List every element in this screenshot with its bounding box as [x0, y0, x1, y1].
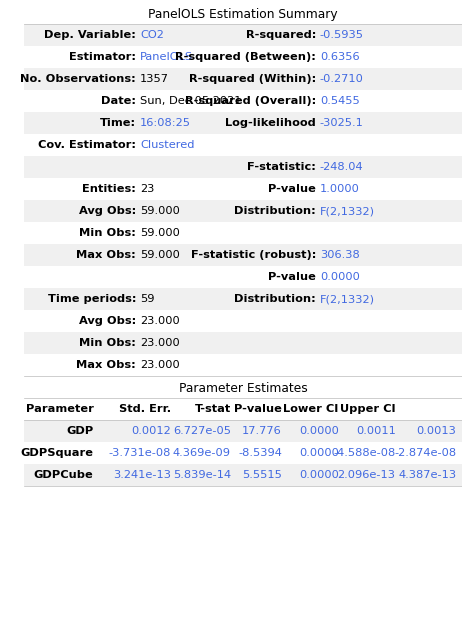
Text: 0.0000: 0.0000 — [299, 470, 339, 480]
Text: Sun, Dec 05 2021: Sun, Dec 05 2021 — [140, 96, 241, 106]
Text: 0.6356: 0.6356 — [320, 52, 359, 62]
Text: F(2,1332): F(2,1332) — [320, 294, 375, 304]
Bar — [24, 90, 462, 112]
Text: R-squared (Within):: R-squared (Within): — [189, 74, 316, 84]
Text: 4.387e-13: 4.387e-13 — [398, 470, 456, 480]
Text: 16:08:25: 16:08:25 — [140, 118, 191, 128]
Text: 1.0000: 1.0000 — [320, 184, 360, 194]
Text: 23.000: 23.000 — [140, 360, 180, 370]
Text: Date:: Date: — [101, 96, 136, 106]
Text: 17.776: 17.776 — [242, 426, 282, 436]
Bar — [24, 332, 462, 354]
Text: 6.727e-05: 6.727e-05 — [173, 426, 231, 436]
Bar — [24, 420, 462, 442]
Text: -0.5935: -0.5935 — [320, 30, 364, 40]
Text: Std. Err.: Std. Err. — [119, 404, 171, 414]
Text: Time:: Time: — [100, 118, 136, 128]
Bar — [24, 222, 462, 244]
Bar — [24, 68, 462, 90]
Text: 4.369e-09: 4.369e-09 — [173, 448, 231, 458]
Text: F-statistic (robust):: F-statistic (robust): — [191, 250, 316, 260]
Bar — [24, 112, 462, 134]
Text: T-stat: T-stat — [195, 404, 231, 414]
Text: 59: 59 — [140, 294, 154, 304]
Bar — [24, 178, 462, 200]
Text: P-value: P-value — [268, 184, 316, 194]
Bar — [24, 310, 462, 332]
Text: Parameter Estimates: Parameter Estimates — [179, 382, 308, 395]
Bar — [24, 354, 462, 376]
Text: F-statistic:: F-statistic: — [247, 162, 316, 172]
Bar — [24, 398, 462, 420]
Text: Dep. Variable:: Dep. Variable: — [44, 30, 136, 40]
Text: 23.000: 23.000 — [140, 338, 180, 348]
Bar — [24, 464, 462, 486]
Text: GDP: GDP — [66, 426, 93, 436]
Text: -2.874e-08: -2.874e-08 — [394, 448, 456, 458]
Text: Lower CI: Lower CI — [284, 404, 339, 414]
Text: Estimator:: Estimator: — [69, 52, 136, 62]
Text: Avg Obs:: Avg Obs: — [79, 206, 136, 216]
Text: F(2,1332): F(2,1332) — [320, 206, 375, 216]
Text: Parameter: Parameter — [25, 404, 93, 414]
Text: 0.0011: 0.0011 — [356, 426, 395, 436]
Text: 0.0000: 0.0000 — [320, 272, 360, 282]
Text: 59.000: 59.000 — [140, 250, 180, 260]
Text: Min Obs:: Min Obs: — [79, 338, 136, 348]
Text: -8.5394: -8.5394 — [238, 448, 282, 458]
Text: 5.839e-14: 5.839e-14 — [173, 470, 231, 480]
Text: -3.731e-08: -3.731e-08 — [109, 448, 171, 458]
Text: 0.5455: 0.5455 — [320, 96, 359, 106]
Text: 0.0000: 0.0000 — [299, 448, 339, 458]
Text: R-squared:: R-squared: — [246, 30, 316, 40]
Text: P-value: P-value — [268, 272, 316, 282]
Text: -3025.1: -3025.1 — [320, 118, 364, 128]
Text: Upper CI: Upper CI — [340, 404, 395, 414]
Text: Distribution:: Distribution: — [234, 206, 316, 216]
Bar — [24, 244, 462, 266]
Text: R-squared (Overall):: R-squared (Overall): — [185, 96, 316, 106]
Text: 0.0000: 0.0000 — [299, 426, 339, 436]
Text: Distribution:: Distribution: — [234, 294, 316, 304]
Text: 0.0012: 0.0012 — [131, 426, 171, 436]
Text: PanelOLS Estimation Summary: PanelOLS Estimation Summary — [148, 8, 338, 21]
Text: 3.241e-13: 3.241e-13 — [113, 470, 171, 480]
Text: Entities:: Entities: — [82, 184, 136, 194]
Bar — [24, 288, 462, 310]
Text: 2.096e-13: 2.096e-13 — [338, 470, 395, 480]
Text: Cov. Estimator:: Cov. Estimator: — [38, 140, 136, 150]
Bar — [24, 266, 462, 288]
Text: GDPSquare: GDPSquare — [20, 448, 93, 458]
Bar — [24, 442, 462, 464]
Text: 23.000: 23.000 — [140, 316, 180, 326]
Text: Max Obs:: Max Obs: — [76, 250, 136, 260]
Text: PanelOLS: PanelOLS — [140, 52, 193, 62]
Bar — [24, 24, 462, 46]
Text: 59.000: 59.000 — [140, 228, 180, 238]
Text: P-value: P-value — [234, 404, 282, 414]
Text: GDPCube: GDPCube — [34, 470, 93, 480]
Text: Clustered: Clustered — [140, 140, 195, 150]
Text: 306.38: 306.38 — [320, 250, 359, 260]
Text: R-squared (Between):: R-squared (Between): — [175, 52, 316, 62]
Text: No. Observations:: No. Observations: — [20, 74, 136, 84]
Bar — [24, 46, 462, 68]
Text: -0.2710: -0.2710 — [320, 74, 364, 84]
Text: 5.5515: 5.5515 — [242, 470, 282, 480]
Text: -248.04: -248.04 — [320, 162, 364, 172]
Text: 23: 23 — [140, 184, 154, 194]
Text: CO2: CO2 — [140, 30, 164, 40]
Bar — [24, 134, 462, 156]
Text: 59.000: 59.000 — [140, 206, 180, 216]
Text: Max Obs:: Max Obs: — [76, 360, 136, 370]
Text: Avg Obs:: Avg Obs: — [79, 316, 136, 326]
Bar — [24, 156, 462, 178]
Text: -4.588e-08: -4.588e-08 — [334, 448, 395, 458]
Text: 0.0013: 0.0013 — [416, 426, 456, 436]
Text: Log-likelihood: Log-likelihood — [225, 118, 316, 128]
Text: 1357: 1357 — [140, 74, 169, 84]
Text: Time periods:: Time periods: — [48, 294, 136, 304]
Text: Min Obs:: Min Obs: — [79, 228, 136, 238]
Bar — [24, 200, 462, 222]
